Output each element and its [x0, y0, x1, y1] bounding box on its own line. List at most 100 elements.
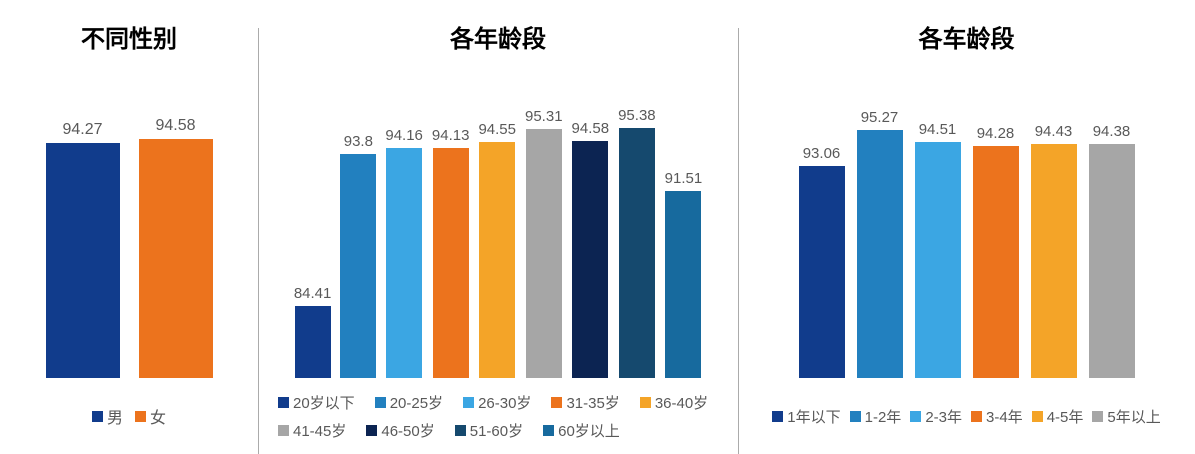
legend-swatch-icon	[135, 410, 146, 422]
panel-divider	[738, 28, 739, 454]
legend-item[interactable]: 4-5年	[1031, 406, 1084, 427]
bar-group: 94.28	[972, 125, 1019, 378]
legend-swatch-icon	[1092, 411, 1104, 422]
bar-group: 93.8	[340, 133, 377, 378]
legend-swatch-icon	[543, 424, 555, 436]
legend-item[interactable]: 1-2年	[849, 406, 902, 427]
panel-divider	[258, 28, 259, 454]
bar[interactable]	[914, 142, 961, 378]
chart-title: 不同性别	[81, 26, 177, 53]
legend-swatch-icon	[278, 396, 289, 408]
legend-item[interactable]: 31-35岁	[551, 392, 620, 413]
bar[interactable]	[1088, 144, 1135, 378]
legend-label: 3-4年	[986, 409, 1023, 426]
legend-swatch-icon	[454, 424, 466, 436]
bar-value-label: 94.43	[1034, 123, 1073, 140]
bar[interactable]	[294, 306, 331, 378]
bar-value-label: 93.06	[802, 145, 841, 162]
bar-group: 94.55	[478, 121, 516, 378]
legend-item[interactable]: 36-40岁	[639, 392, 709, 413]
bar[interactable]	[665, 191, 702, 378]
legend-item[interactable]: 女	[135, 404, 166, 428]
legend-item[interactable]: 26-30岁	[463, 392, 531, 413]
bar-value-label: 93.8	[343, 133, 373, 150]
chart-panel-gender: 不同性别 94.27 94.58 男女	[0, 0, 258, 454]
bar[interactable]	[432, 148, 469, 378]
legend-label: 1-2年	[864, 409, 902, 426]
bar[interactable]	[856, 130, 903, 378]
legend-swatch-icon	[772, 411, 784, 422]
bar-value-label: 95.27	[860, 109, 899, 126]
bar-value-label: 94.58	[571, 120, 610, 137]
legend-item[interactable]: 2-3年	[910, 406, 962, 427]
legend-item[interactable]: 3-4年	[971, 406, 1023, 427]
chart-title: 各车龄段	[918, 26, 1015, 53]
legend-label: 4-5年	[1046, 409, 1084, 426]
bar-value-label: 94.28	[976, 125, 1015, 142]
bar[interactable]	[618, 128, 655, 378]
legend-swatch-icon	[849, 411, 861, 422]
bar-group: 95.38	[618, 107, 656, 378]
legend-item[interactable]: 1年以下	[772, 406, 841, 427]
legend-swatch-icon	[551, 396, 563, 408]
legend-label: 男	[106, 410, 123, 427]
bar[interactable]	[479, 142, 516, 378]
bar-value-label: 94.13	[431, 127, 470, 144]
legend-swatch-icon	[463, 396, 475, 408]
legend-row: 20岁以下 20-25岁 26-30岁 31-35岁 36-40岁	[278, 388, 718, 416]
legend-label: 36-40岁	[654, 394, 709, 412]
legend-swatch-icon	[1031, 411, 1043, 422]
bar[interactable]	[138, 139, 213, 378]
bar[interactable]	[972, 146, 1019, 378]
legend-label: 2-3年	[925, 409, 962, 426]
legend-item[interactable]: 46-50岁	[366, 420, 435, 441]
legend-label: 60岁以上	[558, 422, 620, 440]
chart-legend: 男女	[91, 404, 166, 428]
legend-swatch-icon	[91, 410, 103, 422]
legend-item[interactable]: 男	[91, 404, 123, 428]
legend-label: 20岁以下	[293, 394, 355, 412]
bar-group: 94.13	[431, 127, 470, 378]
bar-group: 94.58	[138, 117, 213, 378]
bar-group: 94.16	[385, 127, 423, 378]
legend-item[interactable]: 60岁以上	[543, 420, 620, 441]
bar[interactable]	[386, 148, 423, 378]
legend-row: 41-45岁 46-50岁 51-60岁 60岁以上	[278, 416, 718, 444]
legend-item[interactable]: 20岁以下	[278, 392, 355, 413]
bar-value-label: 94.51	[918, 121, 957, 138]
legend-item[interactable]: 20-25岁	[374, 392, 443, 413]
bar[interactable]	[798, 166, 845, 378]
legend-item[interactable]: 41-45岁	[278, 420, 346, 441]
bar[interactable]	[45, 143, 120, 378]
legend-swatch-icon	[910, 411, 922, 422]
legend-swatch-icon	[278, 424, 289, 436]
legend-label: 41-45岁	[293, 422, 347, 440]
bar-value-label: 95.38	[618, 107, 656, 124]
bar[interactable]	[1030, 144, 1077, 378]
chart-panel-vehicle-age: 各车龄段 93.06 95.27 94.51 94.28 94.43 94.38 1年以下…	[738, 0, 1195, 454]
legend-label: 51-60岁	[469, 422, 524, 440]
bar-group: 93.06	[798, 145, 845, 378]
plot-area: 94.27 94.58	[45, 90, 213, 378]
legend-item[interactable]: 51-60岁	[454, 420, 524, 441]
legend-label: 女	[150, 410, 167, 427]
legend-label: 46-50岁	[381, 422, 435, 440]
legend-label: 1年以下	[787, 409, 841, 426]
bar-group: 94.58	[571, 120, 610, 378]
legend-label: 5年以上	[1107, 409, 1161, 426]
legend-label: 26-30岁	[478, 394, 532, 412]
bar[interactable]	[572, 141, 609, 378]
bar-value-label: 94.55	[478, 121, 516, 138]
legend-swatch-icon	[366, 424, 378, 436]
plot-area: 93.06 95.27 94.51 94.28 94.43 94.38	[798, 90, 1135, 378]
bar-group: 94.27	[45, 121, 120, 378]
chart-title: 各年龄段	[450, 26, 546, 53]
bar[interactable]	[340, 154, 377, 378]
legend-swatch-icon	[971, 411, 982, 422]
bar-value-label: 94.16	[385, 127, 423, 144]
bar[interactable]	[525, 129, 562, 378]
bar-value-label: 94.27	[62, 121, 103, 138]
plot-area: 84.41 93.8 94.16 94.13 94.55 95.31 94.58 95.38 9…	[294, 90, 702, 378]
legend-item[interactable]: 5年以上	[1092, 406, 1161, 427]
